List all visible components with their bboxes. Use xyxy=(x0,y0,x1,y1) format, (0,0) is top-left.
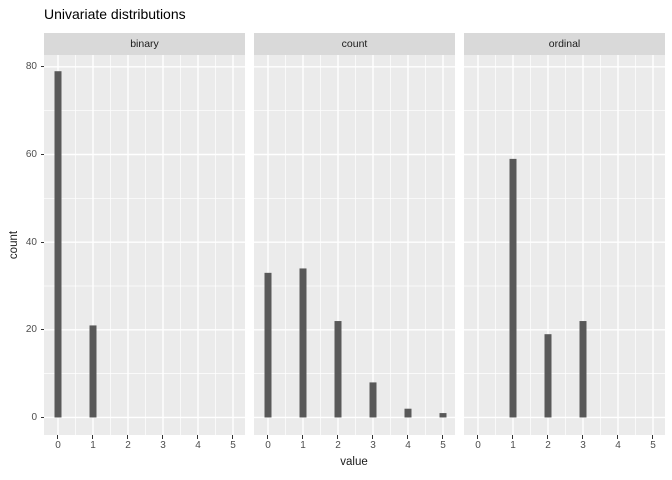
x-tick-mark xyxy=(127,435,129,439)
bar-ordinal-x1 xyxy=(509,158,517,418)
y-tick-mark xyxy=(40,66,44,68)
x-tick-mark xyxy=(92,435,94,439)
x-tick-label: 2 xyxy=(125,440,131,451)
panel-binary xyxy=(44,55,245,435)
x-tick-label: 2 xyxy=(545,440,551,451)
panel-background xyxy=(254,55,455,435)
x-tick-mark xyxy=(442,435,444,439)
panel-background xyxy=(464,55,665,435)
facet-strip-count: count xyxy=(254,33,455,55)
x-tick-label: 5 xyxy=(650,440,656,451)
x-tick-label: 3 xyxy=(580,440,586,451)
x-tick-label: 0 xyxy=(475,440,481,451)
y-tick-label: 40 xyxy=(25,236,37,248)
x-tick-mark xyxy=(582,435,584,439)
x-tick-mark xyxy=(267,435,269,439)
panel-count xyxy=(254,55,455,435)
x-tick-mark xyxy=(512,435,514,439)
bar-binary-x0 xyxy=(54,71,62,418)
x-tick-label: 4 xyxy=(405,440,411,451)
x-tick-label: 3 xyxy=(370,440,376,451)
y-tick-mark xyxy=(40,153,44,155)
x-tick-label: 1 xyxy=(90,440,96,451)
x-tick-label: 1 xyxy=(510,440,516,451)
x-tick-mark xyxy=(652,435,654,439)
panel-ordinal xyxy=(464,55,665,435)
x-tick-label: 5 xyxy=(440,440,446,451)
x-axis-title: value xyxy=(340,456,368,468)
x-tick-mark xyxy=(477,435,479,439)
chart-title: Univariate distributions xyxy=(44,6,186,22)
x-tick-mark xyxy=(197,435,199,439)
y-tick-mark xyxy=(40,241,44,243)
y-tick-mark xyxy=(40,416,44,418)
bar-count-x5 xyxy=(439,413,447,418)
x-tick-label: 4 xyxy=(615,440,621,451)
facet-strip-binary: binary xyxy=(44,33,245,55)
y-tick-label: 60 xyxy=(25,148,37,160)
x-tick-mark xyxy=(547,435,549,439)
y-tick-label: 20 xyxy=(25,324,37,336)
x-tick-label: 5 xyxy=(230,440,236,451)
bar-count-x4 xyxy=(404,408,412,418)
bar-count-x2 xyxy=(334,321,342,418)
bar-count-x1 xyxy=(299,268,307,418)
x-tick-mark xyxy=(232,435,234,439)
x-tick-mark xyxy=(57,435,59,439)
y-tick-label: 0 xyxy=(31,411,37,423)
facet-strip-ordinal: ordinal xyxy=(464,33,665,55)
x-tick-mark xyxy=(337,435,339,439)
bar-binary-x1 xyxy=(89,325,97,418)
bar-ordinal-x3 xyxy=(579,321,587,418)
x-tick-label: 0 xyxy=(265,440,271,451)
x-tick-label: 0 xyxy=(55,440,61,451)
x-tick-mark xyxy=(372,435,374,439)
x-tick-label: 2 xyxy=(335,440,341,451)
x-tick-mark xyxy=(162,435,164,439)
y-tick-mark xyxy=(40,329,44,331)
x-tick-label: 3 xyxy=(160,440,166,451)
bar-count-x0 xyxy=(264,272,272,418)
x-tick-mark xyxy=(407,435,409,439)
x-tick-label: 4 xyxy=(195,440,201,451)
bar-ordinal-x2 xyxy=(544,334,552,418)
x-tick-mark xyxy=(617,435,619,439)
bar-count-x3 xyxy=(369,382,377,418)
x-tick-label: 1 xyxy=(300,440,306,451)
panel-background xyxy=(44,55,245,435)
y-tick-label: 80 xyxy=(25,61,37,73)
x-tick-mark xyxy=(302,435,304,439)
